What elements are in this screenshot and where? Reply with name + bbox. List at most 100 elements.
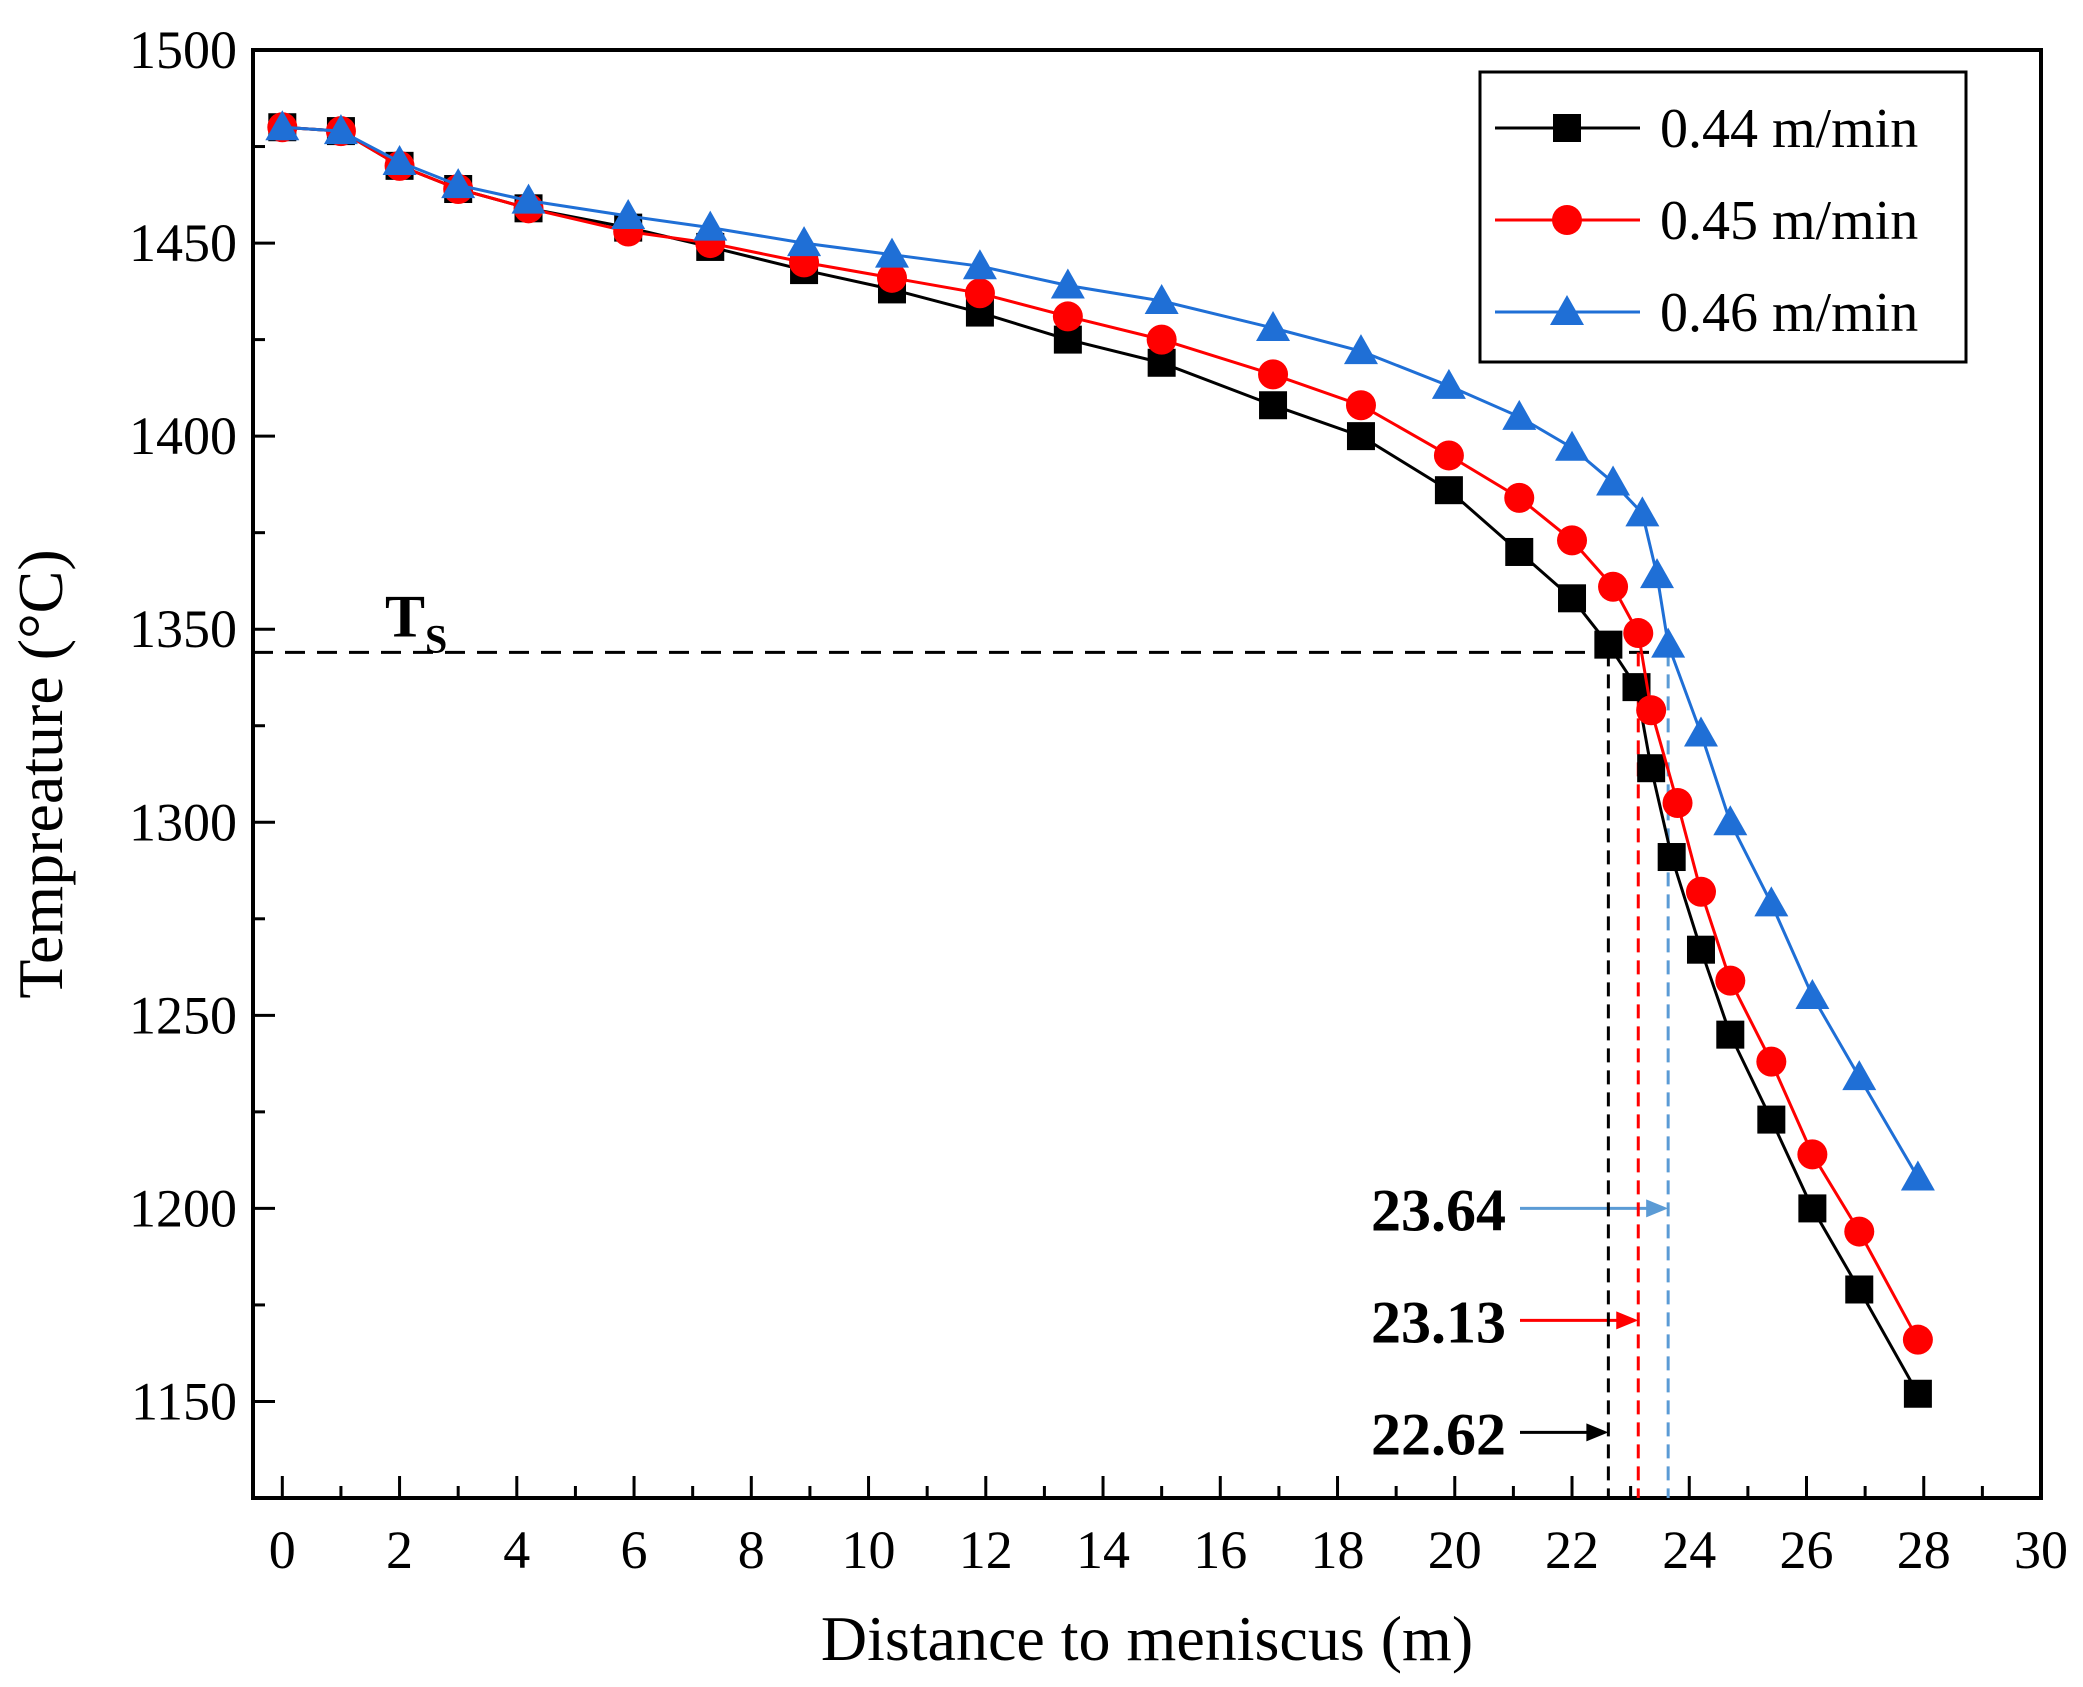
data-point — [1845, 1275, 1874, 1304]
data-point — [1757, 1105, 1786, 1134]
x-tick-label-6: 6 — [621, 1520, 648, 1580]
x-tick-label-14: 14 — [1076, 1520, 1130, 1580]
data-point — [1144, 283, 1179, 314]
y-tick-label-1350: 1350 — [129, 599, 237, 659]
x-tick-label-30: 30 — [2014, 1520, 2068, 1580]
data-point — [1623, 618, 1654, 649]
data-point — [1596, 465, 1631, 496]
marker-label-0: 23.64 — [1371, 1177, 1506, 1243]
data-point — [1431, 368, 1466, 399]
data-point — [1754, 886, 1789, 917]
data-point — [382, 144, 417, 175]
legend-marker-2 — [1550, 295, 1584, 325]
plot-frame — [251, 48, 2043, 1500]
x-tick-label-22: 22 — [1545, 1520, 1599, 1580]
x-tick-label-8: 8 — [738, 1520, 765, 1580]
data-point — [1504, 482, 1535, 513]
y-tick-label-1300: 1300 — [129, 792, 237, 852]
y-tick-label-1150: 1150 — [131, 1371, 237, 1431]
x-tick-label-16: 16 — [1193, 1520, 1247, 1580]
data-point — [611, 199, 646, 230]
series-2 — [265, 110, 1935, 1191]
data-point — [1052, 301, 1083, 332]
data-point — [265, 110, 300, 141]
x-tick-label-10: 10 — [842, 1520, 896, 1580]
data-point — [1902, 1324, 1933, 1355]
y-tick-label-1500: 1500 — [129, 20, 237, 80]
data-point — [1662, 787, 1693, 818]
data-point — [1683, 716, 1718, 747]
data-point — [1505, 537, 1534, 566]
data-point — [874, 237, 909, 268]
data-point — [1502, 399, 1537, 430]
y-axis-title: Tempreature (°C) — [5, 549, 76, 998]
data-point — [1594, 630, 1623, 659]
legend-marker-1 — [1552, 205, 1582, 235]
data-point — [1555, 430, 1590, 461]
data-point — [1651, 627, 1686, 658]
data-point — [1657, 843, 1686, 872]
data-point — [1258, 359, 1289, 390]
data-point — [964, 278, 995, 309]
arrow-head-1 — [1616, 1311, 1639, 1330]
x-tick-label-0: 0 — [269, 1520, 296, 1580]
data-point — [1636, 695, 1667, 726]
marker-label-1: 23.13 — [1371, 1289, 1506, 1355]
x-tick-label-20: 20 — [1428, 1520, 1482, 1580]
data-point — [1637, 754, 1666, 783]
legend-label-2: 0.46 m/min — [1660, 282, 1918, 344]
arrow-head-2 — [1586, 1423, 1609, 1442]
data-point — [1797, 1139, 1828, 1170]
data-point — [1716, 1020, 1745, 1049]
x-tick-label-4: 4 — [503, 1520, 530, 1580]
data-point — [1345, 390, 1376, 421]
x-tick-label-26: 26 — [1780, 1520, 1834, 1580]
data-point — [1259, 391, 1288, 420]
x-axis-ticks: 0 2 4 6 8 10 12 14 16 18 20 22 24 26 28 30 — [269, 1476, 2068, 1580]
x-tick-label-2: 2 — [386, 1520, 413, 1580]
x-axis-title: Distance to meniscus (m) — [821, 1603, 1473, 1674]
x-tick-label-24: 24 — [1662, 1520, 1716, 1580]
legend-marker-0 — [1553, 114, 1581, 142]
data-point — [1050, 268, 1085, 299]
data-point — [1685, 876, 1716, 907]
data-point — [1903, 1379, 1932, 1408]
data-point — [441, 168, 476, 199]
y-tick-label-1200: 1200 — [129, 1178, 237, 1238]
data-point — [1598, 571, 1629, 602]
marker-label-2: 22.62 — [1371, 1401, 1506, 1467]
data-point — [1146, 324, 1177, 355]
data-point — [1795, 979, 1830, 1010]
legend-label-0: 0.44 m/min — [1660, 98, 1918, 160]
y-tick-label-1250: 1250 — [129, 985, 237, 1045]
y-tick-label-1400: 1400 — [129, 406, 237, 466]
data-point — [511, 183, 546, 214]
series-layer — [265, 110, 1935, 1408]
data-point — [1625, 496, 1660, 527]
data-point — [323, 114, 358, 145]
data-point — [1686, 935, 1715, 964]
legend-label-1: 0.45 m/min — [1660, 190, 1918, 252]
legend: 0.44 m/min 0.45 m/min 0.46 m/min — [1478, 70, 1968, 364]
data-point — [1256, 311, 1291, 342]
data-point — [1756, 1046, 1787, 1077]
data-point — [1713, 805, 1748, 836]
x-tick-label-12: 12 — [959, 1520, 1013, 1580]
data-point — [1434, 476, 1463, 505]
data-point — [1640, 558, 1675, 589]
series-1 — [267, 112, 1933, 1355]
data-point — [1715, 965, 1746, 996]
x-tick-label-18: 18 — [1311, 1520, 1365, 1580]
arrow-head-0 — [1646, 1199, 1669, 1218]
data-point — [787, 226, 822, 257]
data-point — [876, 262, 907, 293]
data-point — [1343, 334, 1378, 365]
data-point — [1900, 1160, 1935, 1191]
ts-label: TS — [385, 583, 447, 661]
data-point — [1844, 1216, 1875, 1247]
data-point — [1557, 525, 1588, 556]
x-tick-label-28: 28 — [1897, 1520, 1951, 1580]
data-point — [962, 249, 997, 280]
data-point — [1842, 1060, 1877, 1091]
